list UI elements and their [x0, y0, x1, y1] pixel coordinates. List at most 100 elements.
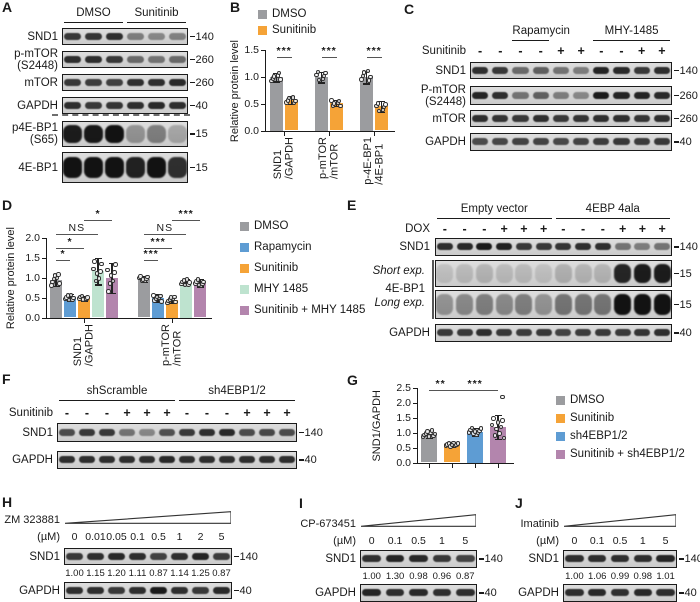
protein-band — [472, 91, 489, 99]
protein-band — [472, 114, 489, 122]
protein-band — [126, 125, 145, 144]
treatment-sign: - — [104, 406, 110, 420]
protein-band — [512, 114, 529, 122]
blot-target-label: SND1 — [528, 553, 559, 565]
band-quantification: 1.30 — [385, 571, 405, 582]
legend-item: Sunitinib + sh4EBP1/2 — [556, 448, 685, 460]
blot-target-label: 4E-BP1 — [18, 161, 58, 174]
mw-marker: 15 — [189, 128, 208, 140]
significance-label: *** — [321, 45, 337, 58]
protein-band — [633, 114, 650, 122]
bar — [64, 297, 76, 318]
significance-line — [452, 389, 498, 391]
treatment-sign: - — [184, 406, 190, 420]
significance-label: NS — [68, 222, 86, 234]
concentration-label: 0.5 — [151, 531, 166, 543]
x-tick — [374, 132, 376, 136]
mw-marker: 140 — [678, 553, 700, 565]
significance-line — [144, 248, 172, 250]
data-point — [472, 429, 478, 434]
mw-value: 15 — [195, 161, 208, 174]
y-axis — [417, 388, 419, 463]
mw-tick — [189, 58, 195, 61]
mw-value: 40 — [195, 99, 208, 112]
lane-group-label: shScramble — [59, 384, 175, 401]
data-point — [375, 101, 381, 106]
legend-swatch — [258, 9, 267, 19]
mw-tick — [189, 81, 195, 84]
band-quantification: 0.99 — [610, 571, 630, 582]
concentration-label: 0.5 — [612, 535, 628, 547]
blot-box — [62, 28, 188, 45]
significance-line — [321, 57, 337, 59]
mw-tick — [189, 35, 195, 38]
band-quantification: 1.25 — [191, 568, 210, 579]
unit-label: (µM) — [37, 531, 60, 543]
error-bar-cap — [94, 284, 102, 286]
blot-box — [470, 86, 672, 105]
protein-band — [259, 428, 275, 436]
error-bar-cap — [378, 111, 385, 113]
bar — [50, 280, 62, 318]
protein-band — [492, 66, 509, 74]
bar — [180, 282, 192, 318]
treatment-sign: + — [243, 406, 251, 420]
data-point — [168, 295, 174, 300]
data-point — [106, 289, 111, 294]
mw-marker: 140 — [298, 427, 323, 439]
protein-band — [476, 329, 493, 336]
x-category-label: SND1 /GAPDH — [71, 324, 96, 367]
mw-value: 140 — [679, 241, 698, 253]
protein-band — [362, 589, 382, 596]
legend-swatch — [240, 284, 249, 294]
protein-band — [573, 138, 590, 145]
data-point — [196, 282, 202, 288]
protein-band — [148, 78, 165, 86]
protein-band — [565, 589, 584, 596]
data-point — [91, 266, 96, 272]
protein-band — [64, 55, 81, 63]
mw-tick — [478, 558, 484, 560]
drug-name-label: ZM 323881 — [4, 514, 60, 526]
y-tick — [413, 448, 417, 450]
treatment-sign: - — [482, 222, 487, 236]
data-point — [99, 261, 104, 267]
protein-band — [169, 101, 186, 109]
mw-tick — [233, 589, 239, 592]
mw-value: 15 — [195, 128, 208, 140]
y-axis-label: SND1/GAPDH — [371, 389, 383, 462]
protein-band — [199, 456, 215, 463]
mw-marker: 140 — [189, 31, 214, 43]
treatment-sign: - — [462, 222, 467, 236]
treatment-sign: + — [123, 406, 131, 420]
y-axis-label: Relative protein level — [229, 39, 241, 142]
data-point-outlier — [500, 394, 505, 400]
error-bar — [111, 262, 113, 294]
protein-band — [148, 32, 165, 40]
legend-item: MHY 1485 — [240, 283, 308, 295]
data-point — [85, 295, 90, 300]
data-point — [92, 259, 97, 264]
mw-value: 40 — [304, 454, 317, 466]
error-bar-cap — [52, 286, 60, 288]
protein-band — [492, 114, 509, 122]
protein-band — [279, 428, 295, 436]
drug-name-label: Imatinib — [520, 518, 559, 530]
y-tick-label: 0.5 — [244, 98, 259, 110]
treatment-sign: + — [500, 222, 508, 236]
lane-group-label: Sunitinib — [127, 6, 186, 23]
error-bar-cap — [494, 415, 502, 417]
y-tick — [413, 403, 417, 405]
treatment-sign: + — [618, 222, 627, 236]
protein-band — [653, 91, 670, 99]
protein-band — [213, 552, 230, 560]
data-point — [278, 77, 283, 82]
data-point — [323, 70, 328, 76]
data-point — [96, 276, 102, 281]
significance-label: *** — [276, 45, 292, 58]
treatment-sign: - — [442, 222, 447, 236]
protein-band — [573, 66, 590, 74]
panel-label-d: D — [2, 197, 13, 213]
treatment-sign: - — [478, 44, 483, 58]
mw-value: 140 — [679, 64, 698, 77]
